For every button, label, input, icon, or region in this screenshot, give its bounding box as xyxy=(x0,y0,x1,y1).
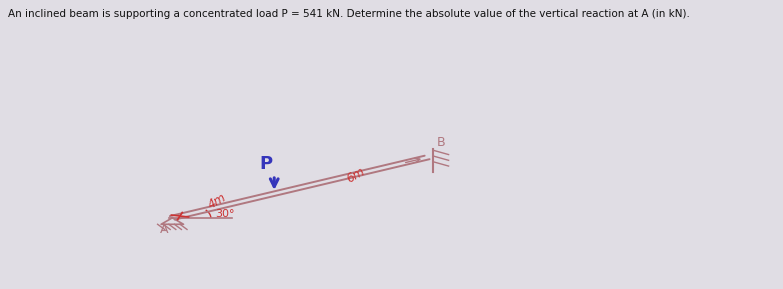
Text: 4m: 4m xyxy=(206,191,229,212)
Text: 30°: 30° xyxy=(215,209,235,219)
Text: B: B xyxy=(437,136,446,149)
Text: A: A xyxy=(160,223,168,236)
Text: P: P xyxy=(259,155,272,173)
Text: An inclined beam is supporting a concentrated load P = 541 kN. Determine the abs: An inclined beam is supporting a concent… xyxy=(8,9,690,19)
Text: 6m: 6m xyxy=(344,165,367,186)
